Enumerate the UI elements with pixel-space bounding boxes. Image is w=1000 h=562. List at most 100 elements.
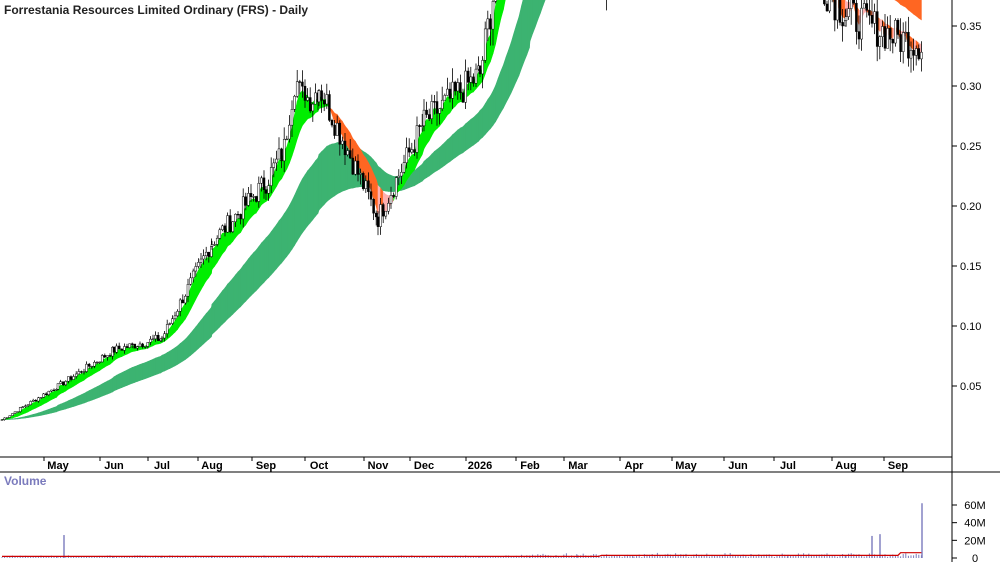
band-segment	[323, 145, 328, 206]
candle-body	[338, 122, 342, 145]
volume-bars	[1, 503, 923, 558]
band-segment	[908, 0, 912, 13]
band-segment	[30, 414, 34, 418]
band-segment	[444, 138, 448, 166]
candle-body	[67, 376, 70, 382]
band-segment	[113, 374, 117, 392]
band-segment	[22, 416, 26, 419]
candle-body	[59, 381, 62, 384]
candle-body	[213, 244, 216, 246]
band-segment	[144, 361, 149, 380]
candle-body	[384, 210, 388, 217]
candle-body	[844, 16, 848, 21]
candle-body	[341, 140, 344, 145]
band-segment	[426, 119, 430, 146]
candle-body	[262, 177, 266, 191]
candle-body	[427, 114, 431, 120]
band-segment	[265, 234, 269, 281]
band-segment	[286, 138, 290, 170]
candle-body	[115, 345, 118, 353]
x-tick-label: Jun	[728, 460, 748, 472]
candle-body	[98, 361, 101, 364]
candle-body	[920, 51, 923, 60]
candle-body	[343, 140, 347, 156]
band-segment	[104, 380, 108, 396]
band-segment	[237, 268, 241, 310]
band-segment	[107, 379, 111, 395]
candle-body	[346, 150, 349, 156]
candle-body	[335, 122, 339, 136]
band-segment	[182, 338, 186, 362]
candle-body	[156, 334, 160, 341]
candle-body	[899, 34, 902, 52]
band-segment	[278, 216, 282, 267]
band-segment	[537, 0, 541, 20]
band-segment	[211, 300, 215, 335]
candle-body	[823, 0, 826, 5]
band-segment	[27, 414, 31, 418]
band-segment	[96, 362, 100, 373]
band-segment	[195, 322, 199, 352]
candle-body	[173, 315, 177, 319]
band-segment	[380, 167, 384, 191]
candle-body	[171, 318, 174, 324]
candle-body	[241, 196, 245, 220]
band-segment	[40, 410, 44, 416]
band-segment	[187, 332, 191, 359]
band-segment	[905, 0, 909, 11]
band-segment	[416, 165, 420, 185]
band-segment	[281, 212, 285, 264]
candle-body	[64, 381, 68, 386]
candle-body	[146, 342, 150, 347]
candle-body	[257, 182, 261, 202]
candle-body	[320, 90, 323, 101]
candle-body	[865, 3, 869, 11]
band-segment	[182, 301, 186, 324]
band-segment	[53, 406, 57, 413]
band-segment	[208, 306, 212, 340]
candle-body	[236, 213, 240, 216]
band-segment	[261, 239, 265, 286]
candle-body	[154, 334, 157, 340]
band-segment	[449, 133, 453, 163]
band-segment	[454, 129, 459, 159]
band-segment	[842, 0, 846, 19]
band-segment	[235, 271, 239, 313]
candle-body	[149, 338, 152, 343]
band-segment	[276, 219, 280, 270]
candle-body	[308, 97, 312, 112]
candle-body	[87, 363, 91, 367]
candle-body	[415, 125, 419, 153]
band-segment	[60, 402, 64, 411]
band-segment	[192, 326, 197, 354]
band-segment	[326, 144, 330, 203]
candle-body	[34, 399, 38, 402]
band-segment	[918, 0, 922, 21]
candle-body	[328, 94, 331, 121]
candle-body	[136, 346, 139, 349]
band-segment	[423, 158, 427, 180]
band-segment	[32, 413, 37, 418]
candle-body	[841, 22, 844, 27]
x-tick-label: Nov	[368, 460, 390, 472]
x-tick-label: May	[47, 460, 69, 472]
band-segment	[500, 0, 504, 19]
candle-body	[453, 81, 457, 92]
band-segment	[51, 406, 55, 414]
candle-body	[314, 92, 317, 105]
band-segment	[38, 411, 42, 417]
candle-body	[494, 0, 497, 2]
candle-body	[446, 88, 449, 96]
candle-body	[397, 175, 401, 178]
candle-body	[133, 343, 137, 349]
band-segment	[22, 407, 26, 415]
band-segment	[242, 261, 247, 305]
band-segment	[224, 283, 228, 323]
band-segment	[534, 0, 539, 28]
candle-body	[354, 160, 357, 175]
candle-body	[108, 355, 112, 357]
candle-body	[489, 18, 492, 30]
candle-body	[218, 229, 222, 239]
band-segment	[155, 356, 159, 376]
band-segment	[495, 78, 499, 123]
